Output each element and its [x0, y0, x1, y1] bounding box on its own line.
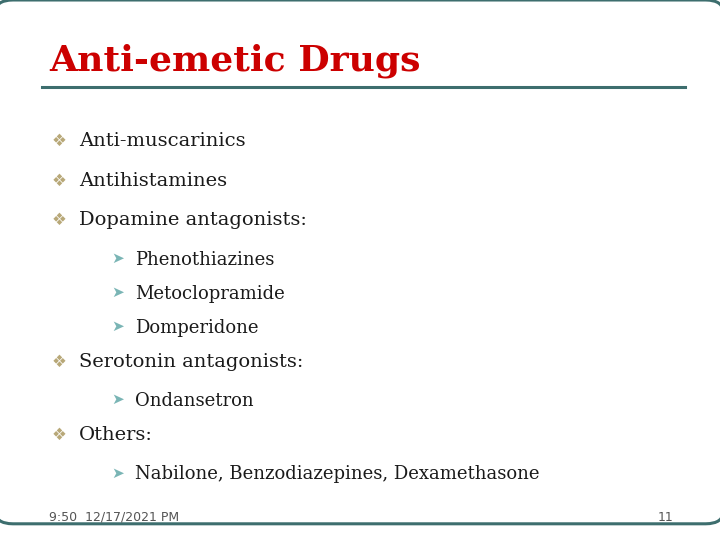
Text: ❖: ❖: [52, 172, 67, 190]
Text: 9:50  12/17/2021 PM: 9:50 12/17/2021 PM: [49, 511, 179, 524]
FancyBboxPatch shape: [0, 0, 720, 524]
Text: Phenothiazines: Phenothiazines: [135, 251, 275, 268]
Text: Metoclopramide: Metoclopramide: [135, 285, 285, 302]
Text: ➤: ➤: [112, 392, 125, 407]
Text: 11: 11: [657, 511, 673, 524]
Text: ❖: ❖: [52, 132, 67, 150]
Text: ➤: ➤: [112, 251, 125, 266]
Text: ❖: ❖: [52, 211, 67, 229]
Text: Nabilone, Benzodiazepines, Dexamethasone: Nabilone, Benzodiazepines, Dexamethasone: [135, 465, 540, 483]
Text: ❖: ❖: [52, 353, 67, 370]
Text: ➤: ➤: [112, 319, 125, 334]
Text: Serotonin antagonists:: Serotonin antagonists:: [79, 353, 304, 370]
Text: Others:: Others:: [79, 426, 153, 444]
Text: ➤: ➤: [112, 465, 125, 481]
Text: Anti-muscarinics: Anti-muscarinics: [79, 132, 246, 150]
Text: Antihistamines: Antihistamines: [79, 172, 228, 190]
Text: Ondansetron: Ondansetron: [135, 392, 254, 410]
Text: Dopamine antagonists:: Dopamine antagonists:: [79, 211, 307, 229]
Text: ➤: ➤: [112, 285, 125, 300]
Text: Anti-emetic Drugs: Anti-emetic Drugs: [49, 43, 420, 78]
Text: Domperidone: Domperidone: [135, 319, 259, 336]
Text: ❖: ❖: [52, 426, 67, 444]
